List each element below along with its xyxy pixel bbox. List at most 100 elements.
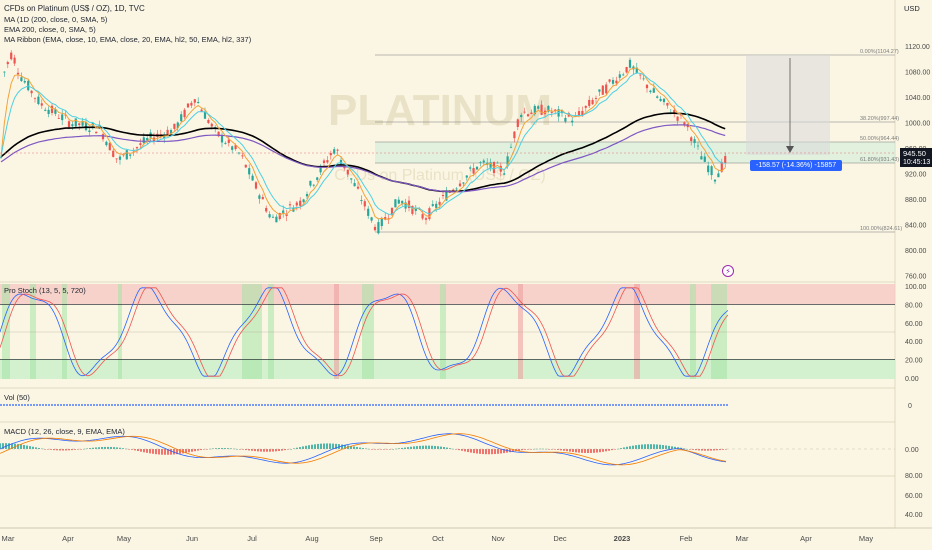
candle-body: [322, 160, 326, 163]
candle-body: [707, 165, 710, 173]
candle-body: [588, 99, 591, 106]
stoch-title[interactable]: Pro Stoch (13, 5, 5, 720): [4, 286, 86, 295]
oversold-band: [2, 284, 10, 379]
candle-body: [231, 146, 234, 150]
macd-bar: [644, 444, 646, 449]
candle-body: [44, 109, 47, 111]
macd-bar: [179, 449, 181, 454]
candle-body: [662, 98, 666, 103]
macd-bar: [470, 449, 472, 453]
indicator-ma-ribbon[interactable]: MA Ribbon (EMA, close, 10, EMA, close, 2…: [4, 35, 252, 44]
candle-body: [186, 103, 190, 108]
macd-bar: [635, 445, 637, 449]
candle-body: [373, 226, 377, 231]
candle-body: [6, 62, 9, 65]
candle-body: [78, 123, 81, 126]
stoch-tick: 100.00: [905, 284, 927, 291]
measure-arrow-head: [786, 146, 794, 153]
candle-body: [173, 123, 176, 129]
candle-body: [241, 155, 244, 157]
oversold-band: [268, 284, 274, 379]
candle-body: [108, 142, 111, 151]
macd-bar: [626, 446, 628, 449]
candle-body: [135, 147, 139, 149]
candle-body: [37, 96, 40, 105]
stoch-tick: 80.00: [905, 302, 923, 309]
macd-bar: [428, 445, 430, 449]
macd-bar: [0, 443, 1, 449]
indicator-ema[interactable]: EMA 200, close, 0, SMA, 5): [4, 25, 96, 34]
candle-body: [288, 204, 292, 206]
time-tick-apr: Apr: [62, 534, 74, 543]
candle-body: [40, 103, 43, 106]
macd-bar: [161, 449, 163, 455]
measure-label: -158.57 (-14.36%) -15857: [750, 160, 843, 171]
candle-body: [166, 129, 169, 136]
fib-label: 61.80%(931.43): [860, 157, 899, 163]
candle-body: [540, 104, 543, 115]
macd-bar: [335, 443, 337, 449]
candle-body: [214, 127, 217, 128]
macd-bar: [521, 449, 523, 451]
macd-bar: [371, 449, 373, 450]
macd-bar: [623, 447, 625, 449]
macd-bar: [374, 449, 376, 450]
macd-bar: [140, 449, 142, 452]
candle-body: [353, 183, 356, 187]
candle-body: [683, 122, 686, 126]
stoch-d-line: [0, 287, 729, 377]
macd-bar: [314, 444, 316, 449]
macd-bar: [638, 444, 640, 449]
macd-bar: [647, 444, 649, 449]
macd-bar: [98, 447, 100, 449]
macd-bar: [245, 449, 247, 451]
macd-bar: [365, 448, 367, 450]
macd-bar: [8, 443, 10, 449]
macd-bar: [578, 449, 580, 453]
candle-body: [115, 158, 118, 160]
candle-body: [584, 105, 587, 108]
oversold-band: [62, 284, 67, 379]
indicator-ma[interactable]: MA (1D (200, close, 0, SMA, 5): [4, 15, 108, 24]
candle-body: [207, 120, 210, 123]
candle-body: [649, 90, 652, 93]
macd-bar: [2, 443, 4, 449]
macd-bar: [104, 446, 106, 449]
macd-bar: [329, 443, 331, 449]
candle-body: [652, 88, 655, 93]
candle-body: [302, 199, 305, 203]
time-tick-may: May: [859, 534, 873, 543]
vol-title[interactable]: Vol (50): [4, 393, 30, 402]
candle-body: [414, 207, 417, 211]
macd-bar: [188, 449, 190, 453]
candle-body: [224, 142, 227, 144]
candle-body: [397, 199, 400, 204]
stoch-tick: 0.00: [905, 376, 919, 383]
macd-tick: 0.00: [905, 447, 919, 454]
alert-icon[interactable]: ⚡: [722, 265, 734, 277]
candle-body: [533, 105, 536, 115]
macd-bar: [548, 449, 550, 450]
candle-body: [220, 135, 224, 143]
macd-bar: [197, 449, 199, 451]
candle-body: [67, 121, 71, 128]
candle-body: [421, 214, 424, 219]
time-tick-mar: Mar: [2, 534, 15, 543]
candle-body: [509, 146, 513, 148]
macd-bar: [488, 449, 490, 455]
macd-title[interactable]: MACD (12, 26, close, 9, EMA, EMA): [4, 427, 125, 436]
time-tick-dec: Dec: [553, 534, 567, 543]
lower-tick: 40.00: [905, 512, 923, 519]
macd-bar: [107, 446, 109, 449]
candle-body: [693, 139, 696, 144]
macd-bar: [461, 449, 463, 451]
macd-bar: [353, 446, 355, 449]
oversold-band: [440, 284, 446, 379]
macd-bar: [485, 449, 487, 455]
macd-bar: [656, 444, 658, 449]
macd-signal-line: [0, 433, 727, 466]
measure-tool[interactable]: [746, 55, 830, 155]
macd-bar: [392, 448, 394, 450]
macd-bar: [671, 446, 673, 449]
